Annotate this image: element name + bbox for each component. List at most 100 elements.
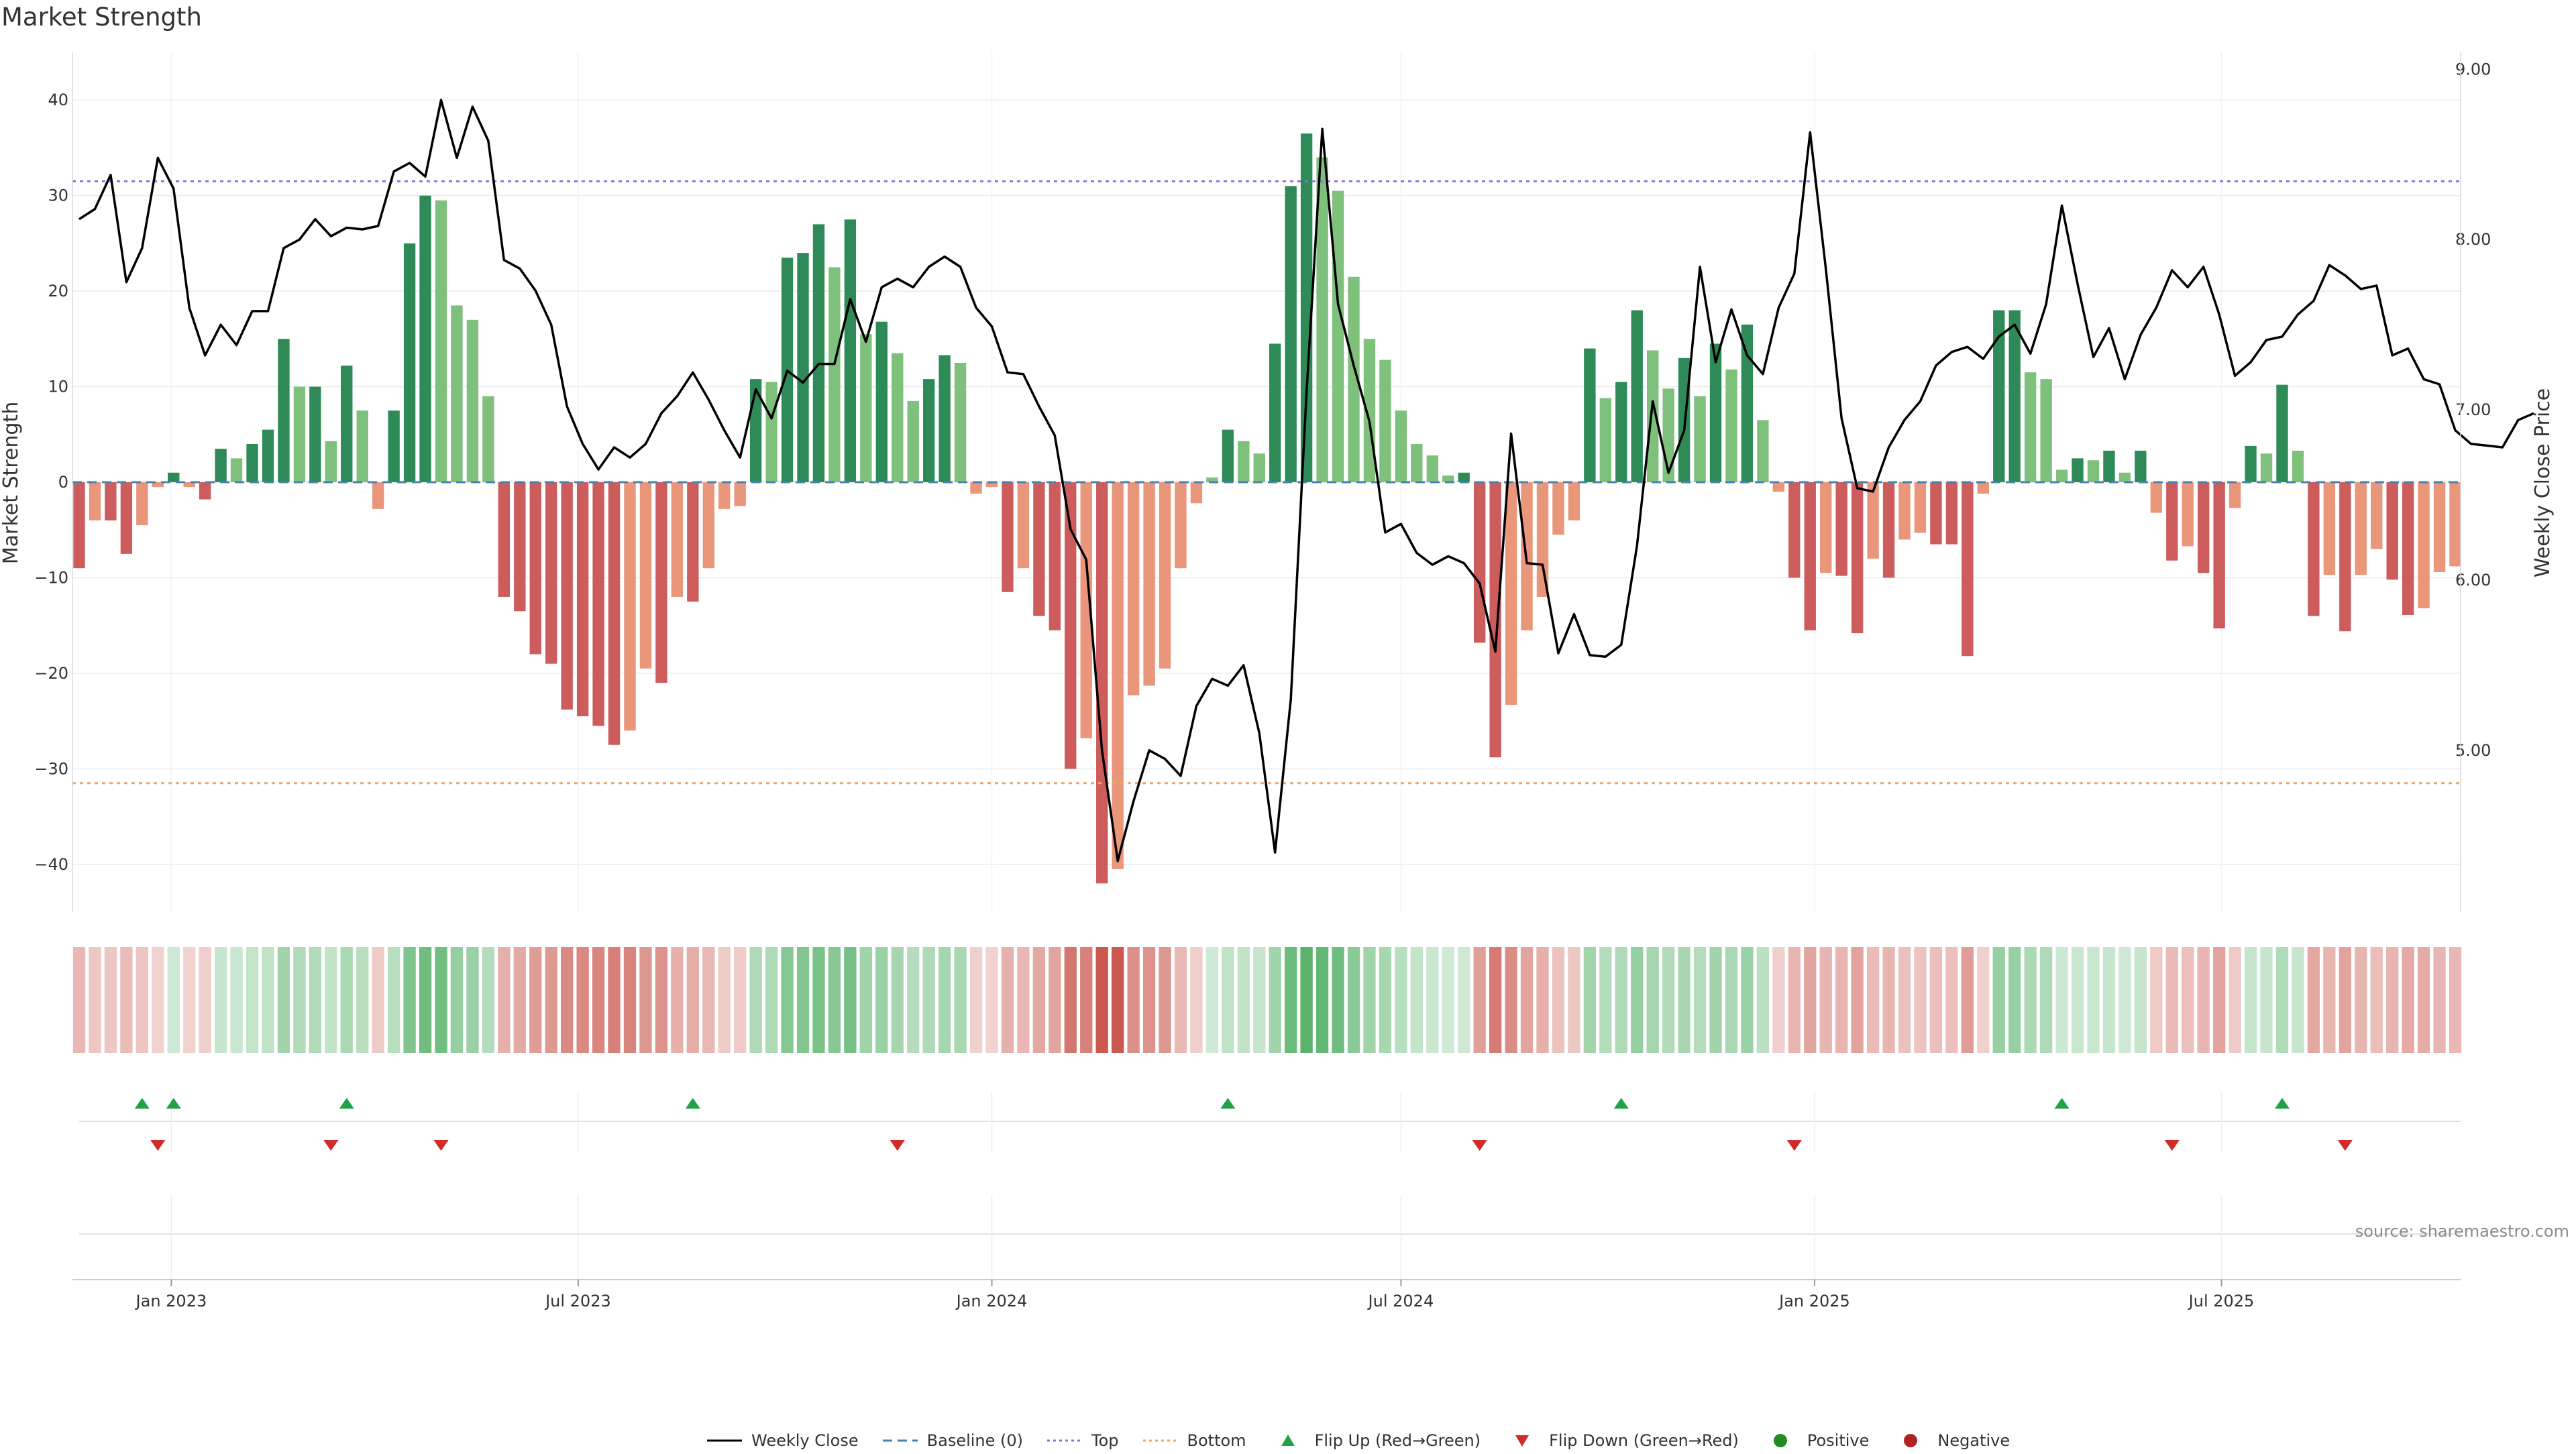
heatmap-cell: [2307, 947, 2320, 1053]
strength-bar: [2182, 482, 2194, 547]
flip-down-marker: [323, 1140, 339, 1151]
heatmap-cell: [1363, 947, 1376, 1053]
strength-bar: [1285, 186, 1297, 482]
right-tick-label: 7.00: [2455, 400, 2491, 419]
heatmap-cell: [1112, 947, 1124, 1053]
strength-bar: [2198, 482, 2210, 573]
strength-bar: [73, 482, 85, 569]
heatmap-cell: [1945, 947, 1958, 1053]
left-tick-label: −40: [34, 855, 68, 874]
strength-bar: [372, 482, 384, 509]
strength-bar: [718, 482, 731, 509]
x-tick-label: Jan 2024: [955, 1292, 1028, 1310]
heatmap-cell: [1001, 947, 1014, 1053]
heatmap-cell: [2323, 947, 2336, 1053]
heatmap-cell: [1646, 947, 1659, 1053]
heatmap-cell: [2370, 947, 2383, 1053]
heatmap-cell: [104, 947, 117, 1053]
heatmap-cell: [340, 947, 353, 1053]
strength-bar: [1898, 482, 1911, 540]
strength-bar: [105, 482, 117, 520]
heatmap-cell: [1520, 947, 1534, 1053]
strength-bar: [1505, 482, 1517, 705]
flip-up-marker: [134, 1098, 150, 1109]
heatmap-cell: [2118, 947, 2131, 1053]
strength-bar: [2087, 460, 2100, 482]
heatmap-cell: [907, 947, 920, 1053]
legend-item-top: Top: [1046, 1431, 1119, 1450]
heatmap-cell: [2386, 947, 2399, 1053]
strength-bar: [2433, 482, 2446, 572]
strength-bar: [1269, 343, 1281, 482]
strength-bar: [639, 482, 652, 669]
circle-icon: [1773, 1434, 1787, 1447]
strength-bar: [576, 482, 589, 716]
strength-bar: [1080, 482, 1092, 738]
heatmap-cell: [1568, 947, 1580, 1053]
strength-bar: [1442, 476, 1454, 482]
strength-bars: [73, 133, 2461, 884]
heatmap-cell: [72, 947, 86, 1053]
heatmap-cell: [246, 947, 259, 1053]
heatmap-cell: [183, 947, 196, 1053]
right-tick-label: 5.00: [2455, 741, 2491, 760]
heatmap-cell: [1615, 947, 1627, 1053]
heatmap-cell: [482, 947, 495, 1053]
strength-bar: [875, 321, 888, 482]
strength-bar: [1851, 482, 1864, 634]
strength-bar: [1253, 453, 1265, 482]
heatmap-cell: [1788, 947, 1801, 1053]
strength-bar: [2055, 469, 2068, 482]
strength-bar: [529, 482, 541, 655]
strength-bar: [1049, 482, 1061, 630]
strength-bar: [2245, 445, 2257, 482]
heatmap-cell: [2008, 947, 2021, 1053]
strength-bar: [1395, 410, 1407, 482]
strength-bar: [1694, 396, 1706, 482]
heatmap-cell: [1095, 947, 1108, 1053]
heatmap-cell: [1631, 947, 1644, 1053]
strength-bar: [1489, 482, 1501, 758]
heatmap-cell: [403, 947, 416, 1053]
heatmap-cell: [1804, 947, 1817, 1053]
heatmap-cell: [1222, 947, 1234, 1053]
strength-bar: [2276, 384, 2288, 482]
heatmap-cell: [1237, 947, 1250, 1053]
strength-bar: [592, 482, 604, 726]
strength-bar: [812, 224, 825, 482]
strength-bar: [514, 482, 526, 612]
strength-bar: [1804, 482, 1816, 630]
strength-bar: [545, 482, 557, 664]
weekly-close-line: [78, 99, 2534, 862]
heatmap-cell: [2292, 947, 2304, 1053]
heatmap-cell: [2417, 947, 2430, 1053]
heatmap-cell: [2355, 947, 2367, 1053]
heatmap-cell: [1772, 947, 1785, 1053]
heatmap-cell: [1992, 947, 2005, 1053]
strength-bar: [2308, 482, 2320, 616]
flip-down-marker: [433, 1140, 449, 1151]
heatmap-cell: [1300, 947, 1313, 1053]
strength-bar: [435, 200, 447, 482]
strength-bar: [246, 444, 258, 482]
heatmap-cell: [513, 947, 526, 1053]
heatmap-cell: [702, 947, 715, 1053]
heatmap-cell: [1458, 947, 1470, 1053]
right-tick-label: 9.00: [2455, 60, 2491, 78]
heatmap-cell: [608, 947, 621, 1053]
heatmap-cell: [749, 947, 762, 1053]
strength-bar: [230, 458, 243, 482]
legend-item-positive: Positive: [1762, 1431, 1869, 1450]
heatmap-cell: [1756, 947, 1770, 1053]
strength-bar: [388, 410, 400, 482]
heatmap-cell: [1442, 947, 1454, 1053]
heatmap-cell: [765, 947, 778, 1053]
strength-bar: [687, 482, 699, 602]
strength-bar: [1426, 455, 1438, 482]
strength-bar: [1065, 482, 1077, 769]
strength-bar: [1175, 482, 1187, 569]
legend-item-bottom: Bottom: [1142, 1431, 1246, 1450]
heatmap-cell: [592, 947, 605, 1053]
heatmap-cell: [2071, 947, 2084, 1053]
